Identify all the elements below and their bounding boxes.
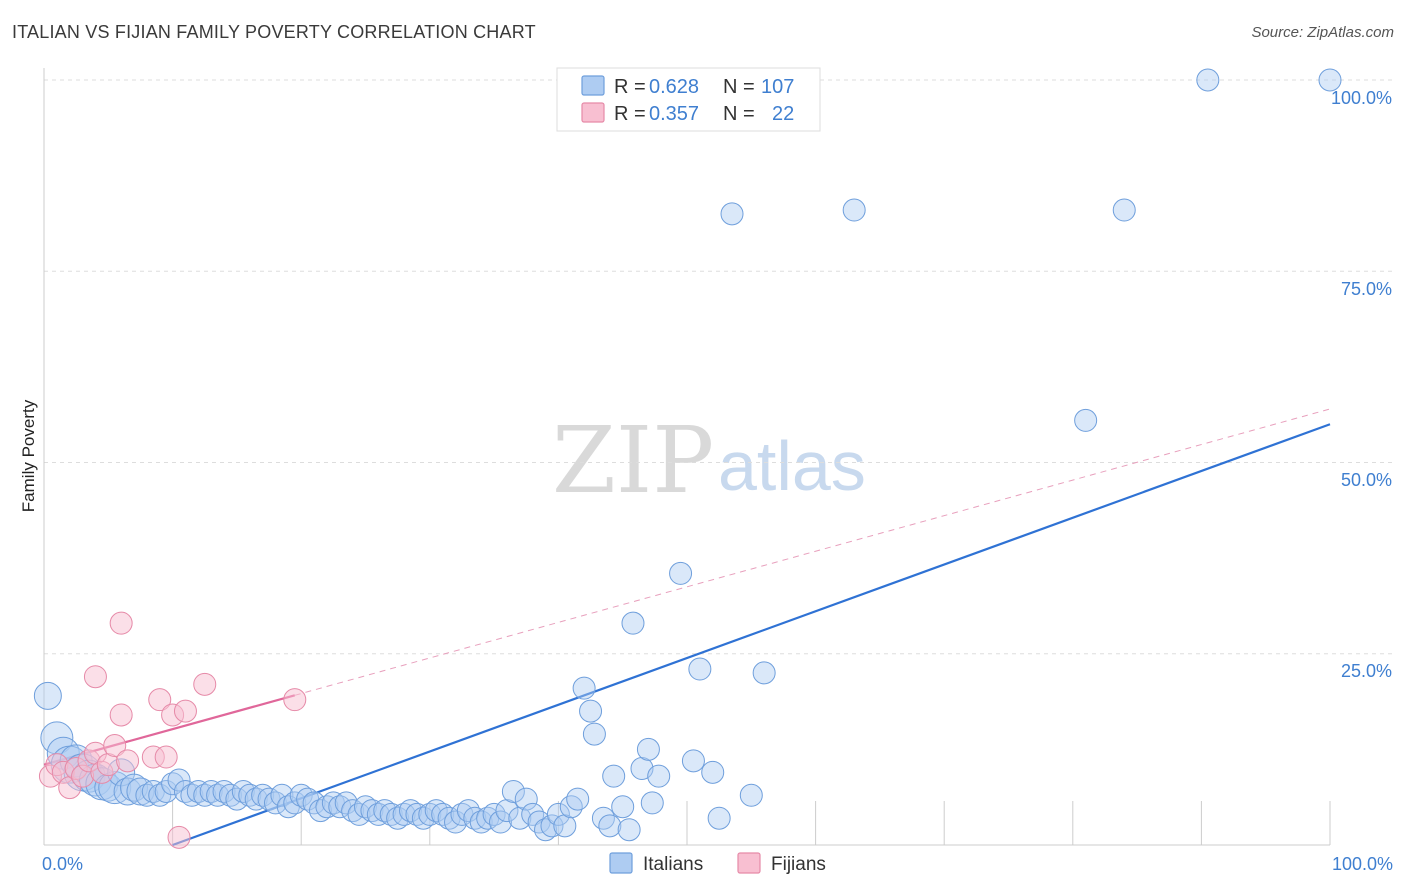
italian-point-108 [1319,69,1341,91]
correlation-legend: R = 0.628 N = 107 R = 0.357 N = 22 [557,68,820,131]
legend-swatch-italians [582,76,604,95]
fijian-point-10 [84,666,106,688]
italian-point-94 [641,792,663,814]
italian-point-99 [702,761,724,783]
fijian-point-17 [155,746,177,768]
italian-point-106 [1113,199,1135,221]
italian-point-102 [740,784,762,806]
italian-point-107 [1197,69,1219,91]
italian-point-105 [1075,409,1097,431]
italian-point-95 [648,765,670,787]
fijian-point-12 [110,704,132,726]
watermark-zip: ZIP [552,407,714,514]
legend-swatch-fijians [582,103,604,122]
italian-point-82 [567,788,589,810]
series-legend: Italians Fijians [610,853,826,875]
scatter-chart: ZIP atlas Family Poverty 100.0% 75.0% 50… [0,0,1406,892]
italian-point-100 [708,807,730,829]
italian-point-83 [573,677,595,699]
italian-point-84 [580,700,602,722]
italian-point-103 [753,662,775,684]
italian-point-97 [682,750,704,772]
italian-point-88 [603,765,625,787]
x-tick-label-0: 0.0% [42,854,83,874]
fijian-point-19 [168,826,190,848]
fijian-point-22 [284,689,306,711]
legend-n-value-italians: 107 [761,76,794,98]
grid [44,80,1392,654]
italian-point-98 [689,658,711,680]
legend-r-value-fijians: 0.357 [649,103,699,125]
fijian-point-13 [110,612,132,634]
bottom-legend-label-italians: Italians [643,854,703,875]
fijian-point-20 [174,700,196,722]
italian-point-89 [612,796,634,818]
italian-point-96 [670,562,692,584]
x-tick-label-100: 100.0% [1332,854,1393,874]
y-axis-label: Family Poverty [19,399,38,512]
italian-point-0 [34,682,61,709]
italian-point-87 [599,815,621,837]
legend-r-label-italians: R = [614,76,646,98]
watermark-atlas: atlas [718,427,866,505]
legend-n-label-fijians: N = [723,103,755,125]
italian-point-93 [637,738,659,760]
italian-point-91 [622,612,644,634]
legend-r-value-italians: 0.628 [649,76,699,98]
italian-point-104 [843,199,865,221]
y-tick-label-50: 50.0% [1341,470,1392,490]
bottom-legend-swatch-italians [610,853,632,873]
italian-point-85 [583,723,605,745]
italian-point-90 [618,819,640,841]
legend-n-value-fijians: 22 [772,103,794,125]
y-tick-label-100: 100.0% [1331,88,1392,108]
italian-point-101 [721,203,743,225]
legend-r-label-fijians: R = [614,103,646,125]
fijian-point-14 [117,750,139,772]
y-tick-label-75: 75.0% [1341,279,1392,299]
bottom-legend-label-fijians: Fijians [771,854,826,875]
fijian-point-21 [194,673,216,695]
bottom-legend-swatch-fijians [738,853,760,873]
y-tick-label-25: 25.0% [1341,661,1392,681]
legend-n-label-italians: N = [723,76,755,98]
